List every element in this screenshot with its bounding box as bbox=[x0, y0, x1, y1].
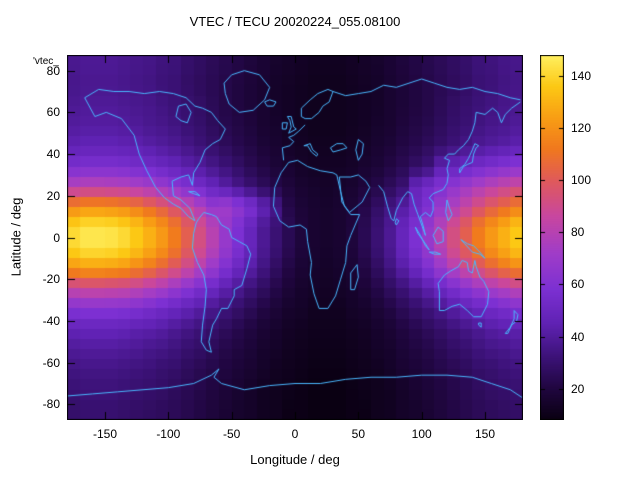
x-axis-label: Longitude / deg bbox=[250, 452, 340, 467]
x-tick-label: 100 bbox=[411, 427, 432, 441]
x-tick-label: -150 bbox=[92, 427, 118, 441]
y-tick-label: -80 bbox=[42, 397, 60, 412]
colorbar-tick-label: 80 bbox=[571, 225, 585, 240]
y-tick-label: 20 bbox=[46, 188, 60, 203]
x-tick-label: 0 bbox=[291, 427, 299, 441]
y-tick-label: -40 bbox=[42, 313, 60, 328]
x-tick-label: -50 bbox=[222, 427, 241, 441]
x-tick-label: -100 bbox=[156, 427, 181, 441]
chart-title: VTEC / TECU 20020224_055.08100 bbox=[189, 14, 401, 29]
y-tick-label: -60 bbox=[42, 355, 60, 370]
colorbar-tick-label: 40 bbox=[571, 329, 585, 344]
colorbar-tick-label: 140 bbox=[571, 68, 592, 83]
y-tick-label: -20 bbox=[42, 272, 60, 287]
y-tick-label: 40 bbox=[46, 147, 60, 162]
colorbar-tick-label: 20 bbox=[571, 381, 585, 396]
colorbar-tick-label: 120 bbox=[571, 121, 592, 135]
vtec-heatmap-canvas bbox=[67, 55, 523, 420]
key-label: 'vtec_ bbox=[33, 56, 59, 67]
colorbar bbox=[540, 55, 564, 420]
x-tick-label: 150 bbox=[474, 427, 496, 441]
y-tick-label: 0 bbox=[53, 230, 60, 245]
colorbar-tick-label: 60 bbox=[571, 277, 585, 292]
y-tick-label: 60 bbox=[46, 105, 60, 120]
colorbar-tick-label: 100 bbox=[571, 173, 592, 188]
x-tick-label: 50 bbox=[351, 427, 366, 441]
y-tick-label: 80 bbox=[46, 63, 60, 78]
